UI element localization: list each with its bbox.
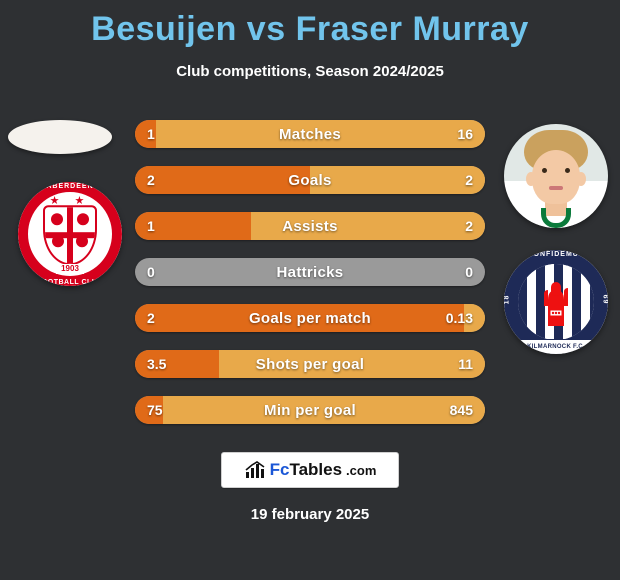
stat-bar-right-value: 16 [457, 120, 473, 148]
club-badge-left: ABERDEEN ★ ★ 1903 FOOTBALL CLUB [18, 182, 122, 286]
stat-bars: Matches116Goals22Assists12Hattricks00Goa… [135, 120, 485, 424]
subtitle: Club competitions, Season 2024/2025 [0, 63, 620, 80]
stat-bar: Matches1 16 [135, 120, 485, 148]
club-badge-right: CONFIDEMUS 1869 KILMARNOCK F.C. [504, 250, 608, 354]
stat-bar-label: Assists [135, 212, 485, 240]
club-badge-left-year: 1903 [56, 264, 84, 274]
stat-bar: Shots per goal3.5 11 [135, 350, 485, 378]
brand-icon [244, 460, 266, 480]
page-title: Besuijen vs Fraser Murray [0, 0, 620, 49]
stat-bar-left-value: 0 [147, 258, 155, 286]
stat-bar: Goals2 2 [135, 166, 485, 194]
brand-name: FcTables [270, 460, 342, 480]
stat-bar: Hattricks0 0 [135, 258, 485, 286]
player-left-photo-placeholder [8, 120, 112, 154]
stat-bar-left-value: 1 [147, 212, 155, 240]
stat-bar-left-value: 1 [147, 120, 155, 148]
stat-bar-right-value: 11 [458, 350, 473, 378]
stat-bar-right-value: 2 [465, 212, 473, 240]
stat-bar-label: Goals per match [135, 304, 485, 332]
brand-ext: .com [346, 463, 376, 478]
stat-bar-left-value: 2 [147, 166, 155, 194]
stat-bar-left-value: 75 [147, 396, 163, 424]
club-badge-left-top-text: ABERDEEN [18, 183, 122, 190]
stat-bar-right-value: 0 [465, 258, 473, 286]
stat-bar-left-value: 3.5 [147, 350, 166, 378]
stat-bar-label: Goals [135, 166, 485, 194]
brand-logo: FcTables .com [221, 452, 399, 488]
stat-bar: Min per goal75 845 [135, 396, 485, 424]
infographic-date: 19 february 2025 [0, 506, 620, 523]
stat-bar-label: Hattricks [135, 258, 485, 286]
club-badge-left-bottom-text: FOOTBALL CLUB [18, 279, 122, 286]
stat-bar-label: Shots per goal [135, 350, 485, 378]
stat-bar-right-value: 845 [450, 396, 473, 424]
club-badge-right-ribbon: KILMARNOCK F.C. [518, 339, 594, 354]
comparison-panel: ABERDEEN ★ ★ 1903 FOOTBALL CLUB CONFIDEM… [0, 120, 620, 424]
player-right-photo [504, 124, 608, 228]
stat-bar: Assists1 2 [135, 212, 485, 240]
stat-bar-right-value: 2 [465, 166, 473, 194]
stat-bar-left-value: 2 [147, 304, 155, 332]
stat-bar-right-value: 0.13 [446, 304, 473, 332]
stat-bar: Goals per match2 0.13 [135, 304, 485, 332]
stat-bar-label: Matches [135, 120, 485, 148]
stat-bar-label: Min per goal [135, 396, 485, 424]
